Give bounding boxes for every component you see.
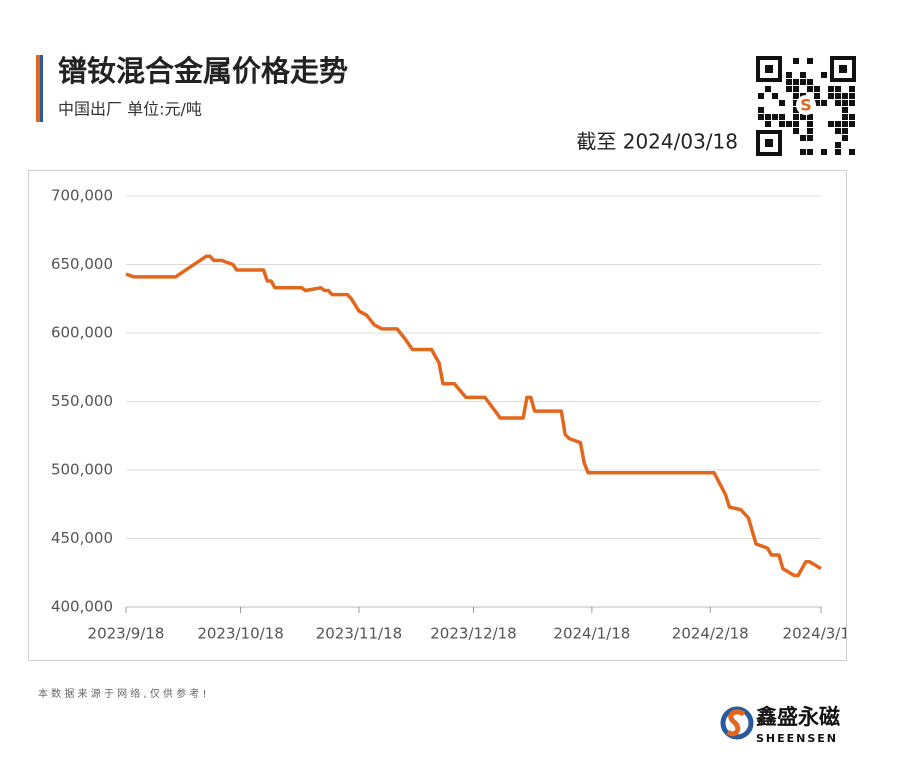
x-tick-label: 2023/12/18: [430, 625, 516, 643]
accent-bar: [40, 55, 43, 122]
subtitle: 中国出厂 单位:元/吨: [58, 100, 202, 119]
title: 镨钕混合金属价格走势: [58, 54, 348, 88]
y-tick-label: 700,000: [51, 187, 113, 205]
brand-name-en: SHEENSEN: [756, 732, 838, 745]
chart-frame: [28, 170, 847, 661]
y-tick-label: 550,000: [51, 392, 113, 410]
x-tick-label: 2024/3/18: [783, 625, 860, 643]
logo: [720, 706, 754, 740]
x-tick-label: 2023/10/18: [197, 625, 283, 643]
svg-text:S: S: [800, 96, 812, 115]
y-tick-label: 600,000: [51, 324, 113, 342]
x-tick-label: 2023/11/18: [316, 625, 402, 643]
x-tick-label: 2024/1/18: [553, 625, 630, 643]
brand-name: 鑫盛永磁: [755, 705, 840, 729]
y-tick-label: 450,000: [51, 529, 113, 547]
as-of-date: 截至 2024/03/18: [576, 130, 738, 154]
y-tick-label: 650,000: [51, 255, 113, 273]
source-note: 本 数 据 来 源 于 网 络 , 仅 供 参 考 !: [38, 687, 207, 700]
x-tick-label: 2024/2/18: [672, 625, 749, 643]
price-line: [125, 254, 822, 578]
y-tick-label: 500,000: [51, 461, 113, 479]
qr-code: S: [756, 56, 856, 156]
y-tick-label: 400,000: [51, 598, 113, 616]
accent-bar: [36, 55, 40, 122]
x-tick-label: 2023/9/18: [88, 625, 165, 643]
